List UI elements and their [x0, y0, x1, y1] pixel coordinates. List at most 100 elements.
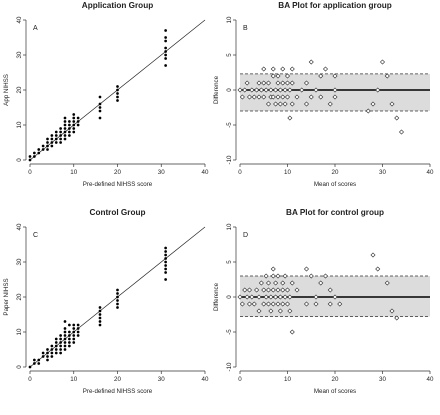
- data-point: [37, 358, 41, 362]
- panel-c: Control Group 0 10 20 30 40 0 10 20 30 40 Pre-defin…: [3, 208, 209, 395]
- panel-title: Application Group: [82, 1, 153, 10]
- data-point: [63, 137, 67, 141]
- data-point: [282, 294, 288, 300]
- data-point: [268, 308, 274, 314]
- data-point: [116, 88, 119, 92]
- x-tick-label: 20: [332, 376, 339, 383]
- data-point: [46, 358, 49, 362]
- x-tick-label: 40: [202, 376, 209, 383]
- data-point: [266, 287, 271, 293]
- data-point: [41, 355, 45, 358]
- panel-title: BA Plot for control group: [286, 208, 384, 217]
- data-point: [287, 115, 293, 121]
- data-point: [337, 301, 343, 307]
- data-point: [266, 301, 271, 307]
- data-point: [280, 301, 286, 307]
- data-point: [384, 280, 390, 286]
- data-point: [275, 80, 281, 86]
- data-point: [76, 330, 80, 334]
- data-point: [59, 348, 62, 351]
- x-tick-label: 10: [70, 376, 77, 383]
- y-tick-label: -5: [226, 122, 233, 128]
- data-point: [270, 73, 276, 79]
- data-point: [273, 101, 279, 107]
- data-point: [313, 87, 319, 93]
- y-tick-label: 20: [16, 293, 23, 300]
- data-point: [270, 266, 276, 272]
- data-point: [63, 344, 67, 348]
- data-point: [313, 294, 319, 300]
- data-point: [164, 64, 167, 67]
- data-point: [46, 148, 49, 151]
- data-point: [251, 301, 257, 307]
- data-point: [268, 87, 274, 93]
- data-point: [318, 73, 324, 79]
- x-axis-label: Pre-defined NIHSS score: [83, 388, 153, 395]
- data-point: [277, 101, 283, 107]
- data-point: [280, 66, 286, 72]
- x-tick-label: 10: [284, 169, 291, 176]
- data-point: [72, 337, 76, 341]
- data-point: [54, 130, 58, 134]
- data-point: [98, 313, 102, 316]
- y-tick-label: 0: [226, 88, 233, 92]
- y-axis-label: Paper NIHSS: [3, 278, 10, 315]
- y-tick-label: 30: [16, 51, 23, 58]
- data-point: [72, 334, 76, 337]
- data-point: [164, 257, 167, 260]
- y-axis-label: App NIHSS: [3, 74, 10, 106]
- data-point: [98, 116, 102, 120]
- data-point: [33, 358, 36, 362]
- data-point: [285, 301, 290, 307]
- y-tick-label: 10: [16, 328, 23, 335]
- data-point: [116, 302, 119, 306]
- data-point: [63, 320, 67, 323]
- data-point: [72, 341, 76, 344]
- data-point: [98, 109, 102, 113]
- data-point: [72, 330, 76, 334]
- data-point: [375, 87, 381, 93]
- data-point: [68, 334, 71, 337]
- data-point: [261, 287, 267, 293]
- data-point: [280, 80, 286, 86]
- data-point: [54, 341, 58, 344]
- data-point: [76, 116, 80, 120]
- data-point: [318, 94, 324, 100]
- data-point: [261, 94, 267, 100]
- panel-letter: B: [243, 25, 248, 32]
- data-point: [116, 306, 119, 309]
- data-point: [50, 344, 54, 348]
- data-point: [116, 292, 119, 295]
- data-point: [365, 108, 371, 114]
- data-point: [98, 306, 102, 309]
- data-point: [327, 287, 333, 293]
- data-point: [256, 80, 262, 86]
- data-point: [289, 101, 295, 107]
- data-point: [380, 59, 385, 65]
- data-point: [41, 351, 45, 355]
- x-tick-label: 0: [28, 169, 32, 176]
- data-point: [46, 351, 49, 355]
- data-point: [308, 94, 314, 100]
- data-point: [63, 330, 67, 334]
- data-point: [98, 323, 102, 327]
- data-point: [332, 73, 338, 79]
- data-point: [394, 315, 400, 321]
- data-point: [375, 266, 381, 272]
- data-point: [399, 129, 404, 135]
- x-tick-label: 40: [427, 169, 434, 176]
- data-point: [63, 116, 67, 120]
- data-point: [63, 127, 67, 130]
- data-point: [28, 158, 32, 162]
- x-tick-label: 0: [238, 169, 242, 176]
- data-point: [275, 287, 281, 293]
- data-point: [244, 294, 250, 300]
- panel-letter: D: [243, 232, 248, 239]
- data-point: [50, 351, 54, 355]
- data-point: [59, 334, 62, 337]
- data-point: [294, 94, 300, 100]
- data-point: [50, 144, 54, 148]
- data-point: [289, 329, 295, 335]
- data-point: [164, 39, 167, 43]
- data-point: [46, 355, 49, 358]
